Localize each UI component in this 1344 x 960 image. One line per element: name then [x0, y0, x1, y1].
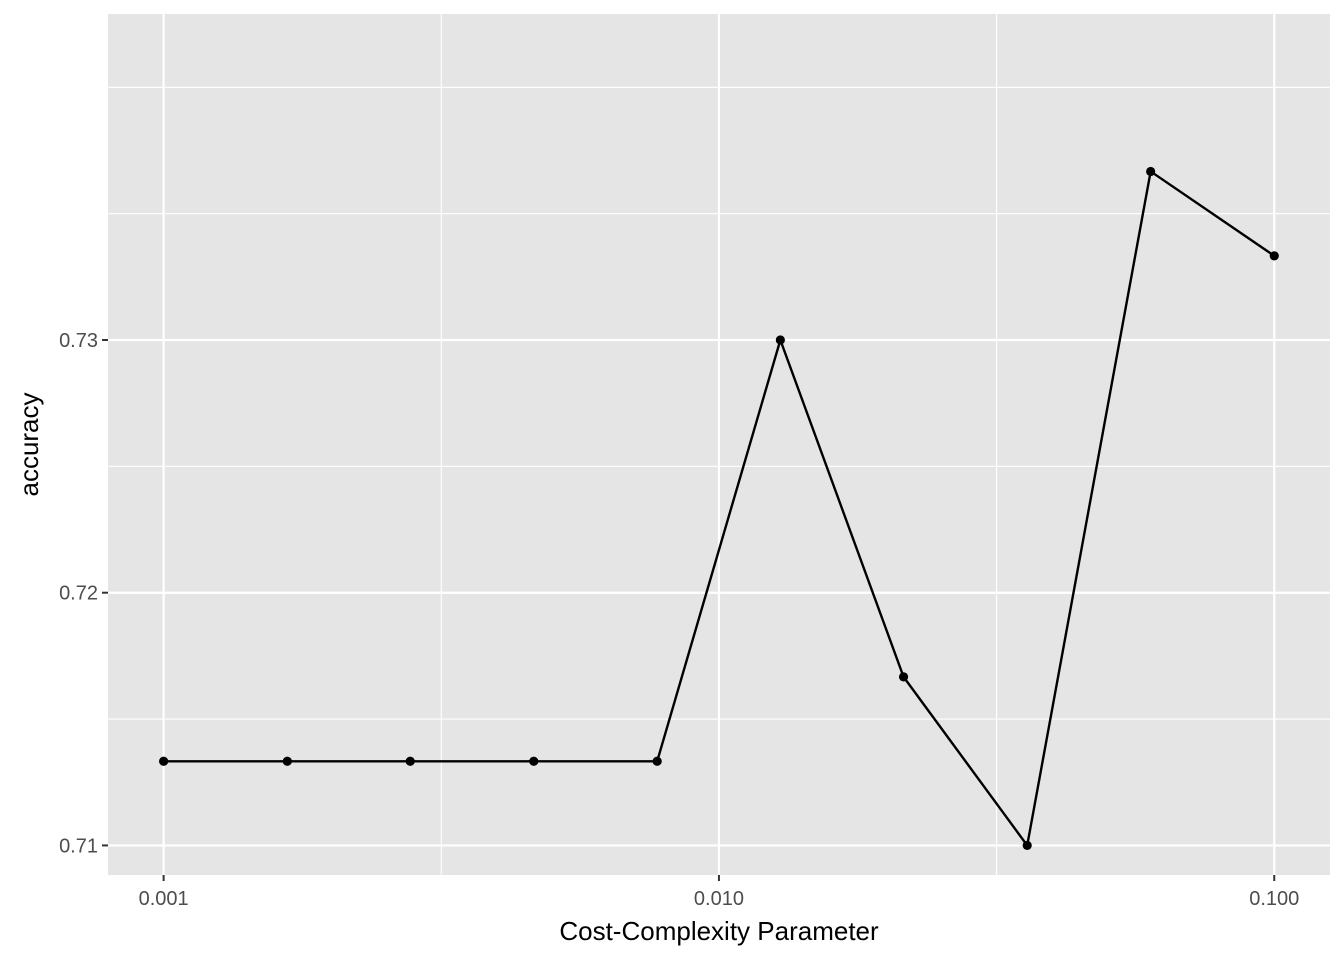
y-tick-label: 0.73: [59, 330, 98, 352]
data-point: [652, 756, 662, 766]
x-axis: 0.001 0.010 0.100: [139, 875, 1299, 910]
y-tick-label: 0.71: [59, 835, 98, 857]
x-tick-label: 0.010: [694, 888, 744, 910]
data-point: [159, 756, 169, 766]
data-point: [1269, 251, 1279, 261]
y-axis: 0.71 0.72 0.73: [59, 330, 108, 857]
data-point: [1022, 840, 1032, 851]
data-series: [159, 166, 1279, 851]
data-point: [1146, 166, 1156, 177]
x-tick-label: 0.100: [1249, 888, 1299, 910]
series-line: [163, 170, 1275, 847]
x-tick-label: 0.001: [139, 888, 189, 910]
y-tick-label: 0.72: [59, 583, 98, 605]
data-point: [898, 672, 909, 682]
major-gridlines: [108, 14, 1330, 875]
data-point: [775, 335, 785, 345]
data-point: [282, 756, 292, 766]
data-point: [529, 756, 539, 766]
x-axis-title: Cost-Complexity Parameter: [559, 916, 879, 946]
data-point: [405, 756, 415, 766]
y-axis-title: accuracy: [14, 392, 44, 496]
